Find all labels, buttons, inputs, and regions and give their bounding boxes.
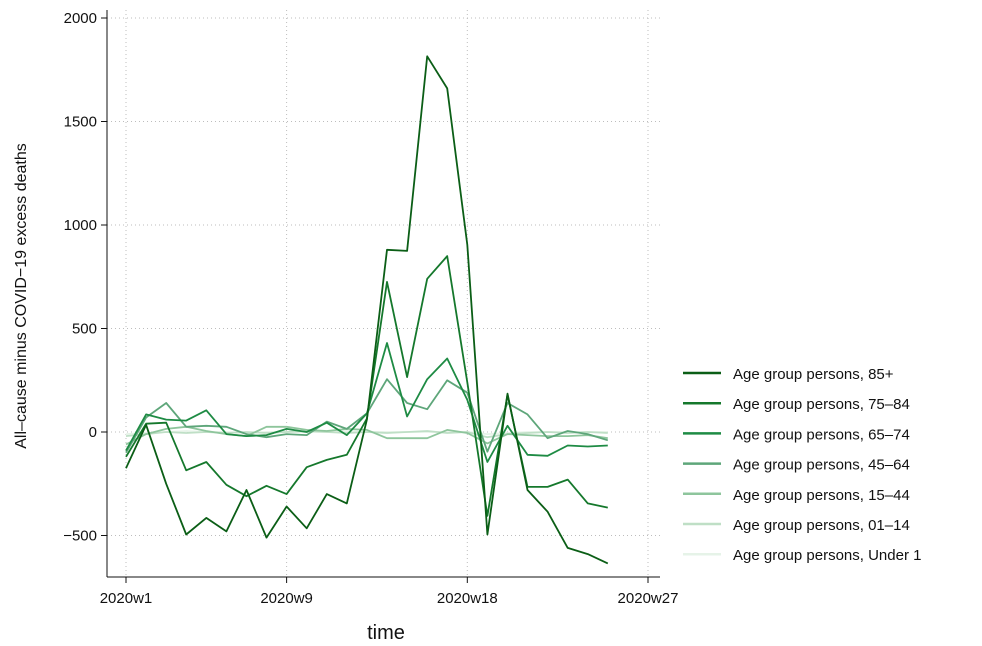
series-line bbox=[125, 255, 608, 517]
legend-label: Age group persons, 85+ bbox=[733, 366, 894, 383]
x-tick-label: 2020w9 bbox=[260, 590, 313, 607]
series-line bbox=[125, 55, 609, 565]
y-tick-label: 0 bbox=[89, 424, 97, 441]
legend-label: Age group persons, 15–44 bbox=[733, 487, 910, 504]
y-tick-label: −500 bbox=[63, 528, 97, 545]
axes: −500 0 500 1000 1500 2000 2020w1 2020w9 2020w18 2… bbox=[63, 10, 678, 607]
legend-label: Age group persons, 45–64 bbox=[733, 457, 910, 474]
legend-label: Age group persons, 65–74 bbox=[733, 426, 910, 443]
legend-label: Age group persons, 01–14 bbox=[733, 517, 910, 534]
series-line bbox=[125, 425, 608, 446]
series-line bbox=[125, 430, 608, 439]
x-axis-title: time bbox=[367, 622, 405, 644]
series-lines bbox=[125, 55, 609, 565]
y-axis-title: All–cause minus COVID−19 excess deaths bbox=[13, 143, 30, 448]
legend: Age group persons, 85+ Age group persons,… bbox=[683, 366, 921, 564]
y-tick-label: 500 bbox=[72, 321, 97, 338]
y-tick-label: 1000 bbox=[64, 217, 97, 234]
legend-label: Age group persons, 75–84 bbox=[733, 396, 910, 413]
y-tick-label: 1500 bbox=[64, 114, 97, 131]
x-tick-label: 2020w27 bbox=[618, 590, 679, 607]
y-tick-label: 2000 bbox=[64, 10, 97, 27]
series-line bbox=[125, 342, 608, 463]
legend-label: Age group persons, Under 1 bbox=[733, 547, 921, 564]
x-tick-label: 2020w18 bbox=[437, 590, 498, 607]
x-tick-label: 2020w1 bbox=[100, 590, 153, 607]
